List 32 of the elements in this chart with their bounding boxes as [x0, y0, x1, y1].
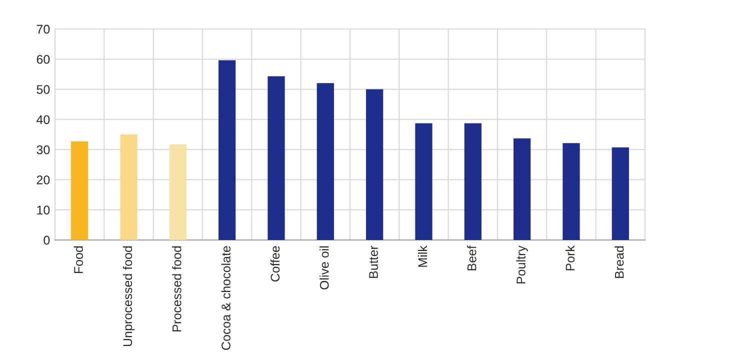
y-tick-label: 0 [44, 236, 50, 245]
bar [562, 143, 580, 240]
y-tick-label: 60 [36, 54, 50, 64]
y-tick-label: 10 [37, 206, 50, 215]
x-tick-label: Beef [467, 246, 476, 270]
bar [218, 60, 236, 240]
x-tick-label: Food [74, 246, 83, 274]
bar [464, 123, 482, 240]
x-tick-label: Coffee [270, 246, 280, 282]
x-tick-label: Bread [614, 246, 624, 278]
y-tick-label: 30 [36, 145, 50, 154]
x-tick-label: Processed food [172, 246, 182, 332]
bar [366, 89, 384, 240]
bar [514, 138, 531, 240]
y-tick-label: 50 [36, 85, 50, 94]
bar [169, 144, 186, 240]
x-tick-label: Unprocessed food [122, 246, 135, 346]
x-tick-label: Poultry [516, 246, 528, 284]
x-tick-label: Pork [565, 246, 575, 270]
y-tick-label: 40 [36, 115, 50, 124]
y-tick-label: 20 [36, 176, 50, 184]
y-tick-label: 70 [36, 24, 50, 34]
bar [316, 83, 334, 240]
x-tick-label: Olive oil [320, 246, 329, 290]
bar [71, 141, 88, 240]
x-tick-label: Cocoa & chocolate [221, 246, 230, 350]
x-tick-label: Butter [369, 246, 378, 278]
x-tick-label: Milk [418, 246, 427, 267]
bar [268, 76, 285, 240]
bar [612, 147, 629, 240]
bar [415, 123, 432, 240]
bar [120, 134, 138, 240]
